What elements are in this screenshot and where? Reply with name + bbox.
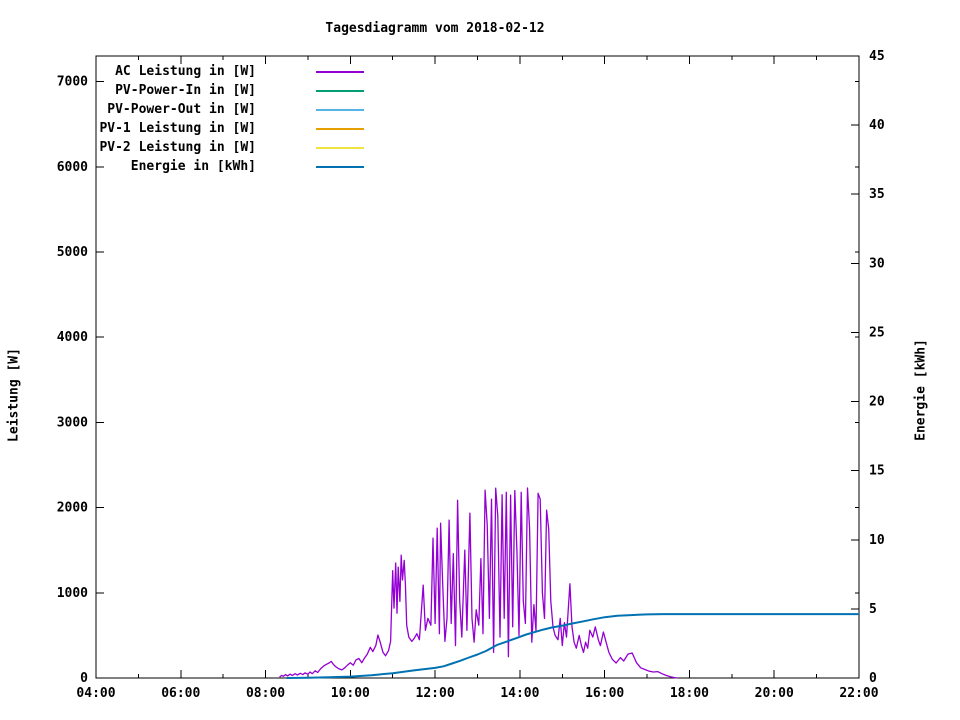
x-tick-label: 08:00: [246, 686, 285, 701]
y-tick-label: 3000: [57, 415, 88, 430]
legend-row: Energie in [kWh]: [40, 157, 364, 176]
y-axis-title: Leistung [W]: [6, 348, 22, 442]
series-line-5: [286, 613, 859, 679]
legend-label: PV-Power-Out in [W]: [107, 102, 256, 117]
series-line-0: [279, 487, 678, 679]
y2-axis-title: Energie [kWh]: [913, 339, 929, 441]
legend-label: PV-2 Leistung in [W]: [99, 140, 256, 155]
x-tick-label: 04:00: [76, 686, 115, 701]
legend: AC Leistung in [W] PV-Power-In in [W] PV…: [40, 62, 364, 176]
y-tick-label: 4000: [57, 330, 88, 345]
y-tick-label: 1000: [57, 586, 88, 601]
legend-row: AC Leistung in [W]: [40, 62, 364, 81]
y-tick-label: 2000: [57, 501, 88, 516]
y2-tick-label: 40: [869, 118, 885, 133]
x-tick-label: 12:00: [416, 686, 455, 701]
x-tick-label: 22:00: [839, 686, 878, 701]
y2-tick-label: 20: [869, 395, 885, 410]
x-tick-label: 14:00: [500, 686, 539, 701]
legend-line-swatch: [316, 70, 364, 73]
y2-tick-label: 0: [869, 671, 877, 686]
legend-line-swatch: [316, 165, 364, 168]
chart-title: Tagesdiagramm vom 2018-02-12: [325, 21, 545, 36]
x-tick-label: 10:00: [331, 686, 370, 701]
y-tick-label: 5000: [57, 245, 88, 260]
legend-line-swatch: [316, 146, 364, 149]
x-tick-label: 16:00: [585, 686, 624, 701]
y-tick-label: 0: [80, 671, 88, 686]
x-tick-label: 20:00: [755, 686, 794, 701]
legend-label: PV-1 Leistung in [W]: [99, 121, 256, 136]
y2-tick-label: 5: [869, 602, 877, 617]
legend-row: PV-Power-Out in [W]: [40, 100, 364, 119]
legend-label: Energie in [kWh]: [130, 159, 256, 174]
y-tick-label: 7000: [57, 75, 88, 90]
y2-tick-label: 15: [869, 464, 885, 479]
y2-tick-label: 25: [869, 325, 885, 340]
legend-line-swatch: [316, 89, 364, 92]
x-tick-label: 06:00: [161, 686, 200, 701]
legend-line-swatch: [316, 127, 364, 130]
y2-tick-label: 10: [869, 533, 885, 548]
legend-row: PV-1 Leistung in [W]: [40, 119, 364, 138]
legend-row: PV-2 Leistung in [W]: [40, 138, 364, 157]
legend-label: PV-Power-In in [W]: [115, 83, 256, 98]
y2-tick-label: 35: [869, 187, 885, 202]
y2-tick-label: 45: [869, 49, 885, 64]
legend-label: AC Leistung in [W]: [115, 64, 256, 79]
legend-line-swatch: [316, 108, 364, 111]
y-tick-label: 6000: [57, 160, 88, 175]
y2-tick-label: 30: [869, 256, 885, 271]
legend-row: PV-Power-In in [W]: [40, 81, 364, 100]
x-tick-label: 18:00: [670, 686, 709, 701]
